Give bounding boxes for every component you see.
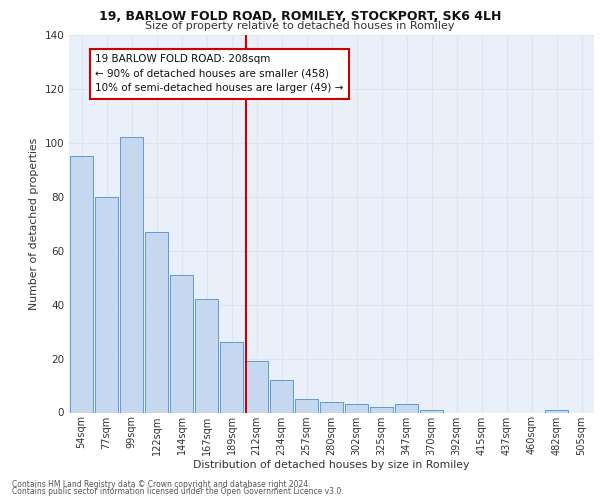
Bar: [345, 404, 368, 412]
Text: Size of property relative to detached houses in Romiley: Size of property relative to detached ho…: [145, 21, 455, 31]
Bar: [395, 404, 418, 412]
Bar: [320, 402, 343, 412]
Bar: [120, 138, 143, 412]
Bar: [170, 275, 193, 412]
Text: 19, BARLOW FOLD ROAD, ROMILEY, STOCKPORT, SK6 4LH: 19, BARLOW FOLD ROAD, ROMILEY, STOCKPORT…: [99, 10, 501, 23]
Bar: [270, 380, 293, 412]
X-axis label: Distribution of detached houses by size in Romiley: Distribution of detached houses by size …: [193, 460, 470, 470]
Y-axis label: Number of detached properties: Number of detached properties: [29, 138, 39, 310]
Text: 19 BARLOW FOLD ROAD: 208sqm
← 90% of detached houses are smaller (458)
10% of se: 19 BARLOW FOLD ROAD: 208sqm ← 90% of det…: [95, 54, 344, 94]
Bar: [420, 410, 443, 412]
Bar: [220, 342, 243, 412]
Bar: [145, 232, 168, 412]
Bar: [95, 197, 118, 412]
Bar: [70, 156, 93, 412]
Text: Contains HM Land Registry data © Crown copyright and database right 2024.: Contains HM Land Registry data © Crown c…: [12, 480, 311, 489]
Bar: [195, 299, 218, 412]
Bar: [545, 410, 568, 412]
Bar: [370, 407, 393, 412]
Bar: [295, 399, 318, 412]
Text: Contains public sector information licensed under the Open Government Licence v3: Contains public sector information licen…: [12, 487, 344, 496]
Bar: [245, 362, 268, 412]
